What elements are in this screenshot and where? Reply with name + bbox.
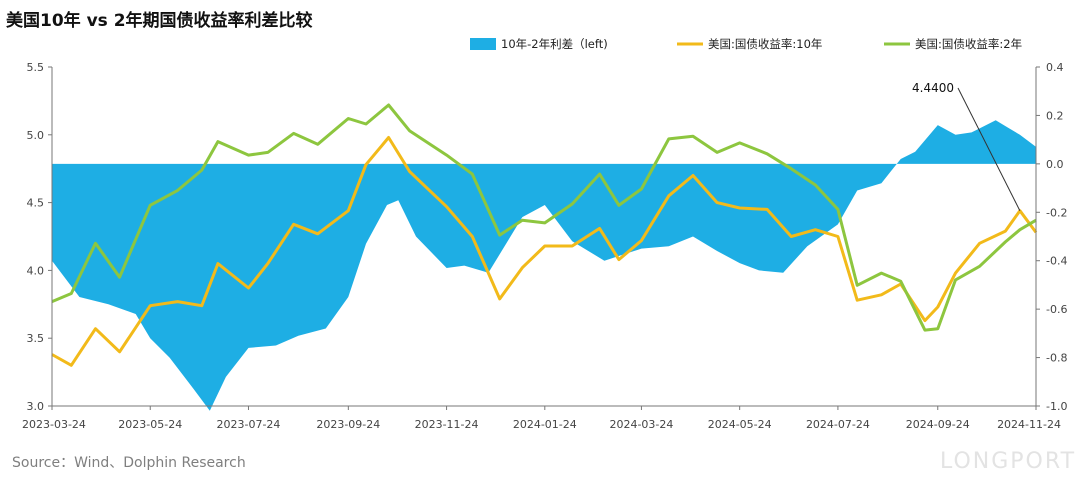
- x-tick-label: 2023-07-24: [217, 418, 281, 431]
- y-right-tick-label: -0.6: [1046, 303, 1067, 316]
- legend: 10年-2年利差（left) 美国:国债收益率:10年 美国:国债收益率:2年: [470, 37, 1022, 51]
- x-tick-label: 2023-03-24: [22, 418, 86, 431]
- x-tick-label: 2024-11-24: [997, 418, 1061, 431]
- x-tick-label: 2024-09-24: [906, 418, 970, 431]
- y-right-tick-label: 0.4: [1046, 61, 1064, 74]
- annotation-label: 4.4400: [912, 81, 954, 95]
- legend-label: 美国:国债收益率:10年: [708, 37, 822, 51]
- y-left-tick-label: 4.5: [27, 197, 45, 210]
- x-tick-label: 2023-11-24: [415, 418, 479, 431]
- y-left-tick-label: 5.5: [27, 61, 45, 74]
- legend-swatch-spread: [470, 38, 496, 50]
- y-right-tick-label: -1.0: [1046, 400, 1067, 413]
- x-tick-label: 2024-03-24: [609, 418, 673, 431]
- x-tick-label: 2023-09-24: [316, 418, 380, 431]
- series-area-spread: [52, 120, 1036, 411]
- annotation-leader: [957, 87, 1021, 211]
- legend-label: 10年-2年利差（left): [501, 37, 608, 51]
- y-right-tick-label: -0.8: [1046, 352, 1067, 365]
- annotation: 4.4400: [912, 81, 1021, 211]
- x-tick-label: 2023-05-24: [118, 418, 182, 431]
- series-line-2y: [51, 103, 1037, 332]
- legend-label: 美国:国债收益率:2年: [915, 37, 1022, 51]
- watermark-text: LONGPORT: [940, 449, 1076, 474]
- y-left-tick-label: 3.0: [27, 400, 45, 413]
- chart-title: 美国10年 vs 2年期国债收益率利差比较: [6, 11, 313, 31]
- y-left-tick-label: 3.5: [27, 332, 45, 345]
- y-left-tick-label: 5.0: [27, 129, 45, 142]
- y-right-tick-label: 0.0: [1046, 158, 1064, 171]
- y-right-tick-label: -0.2: [1046, 206, 1067, 219]
- y-left-tick-label: 4.0: [27, 264, 45, 277]
- y-right-tick-label: -0.4: [1046, 255, 1067, 268]
- source-note: Source：Wind、Dolphin Research: [12, 455, 246, 471]
- x-tick-label: 2024-05-24: [708, 418, 772, 431]
- x-tick-label: 2024-01-24: [513, 418, 577, 431]
- watermark: LONGPORT: [940, 449, 1076, 474]
- y-right-tick-label: 0.2: [1046, 109, 1064, 122]
- x-tick-label: 2024-07-24: [806, 418, 870, 431]
